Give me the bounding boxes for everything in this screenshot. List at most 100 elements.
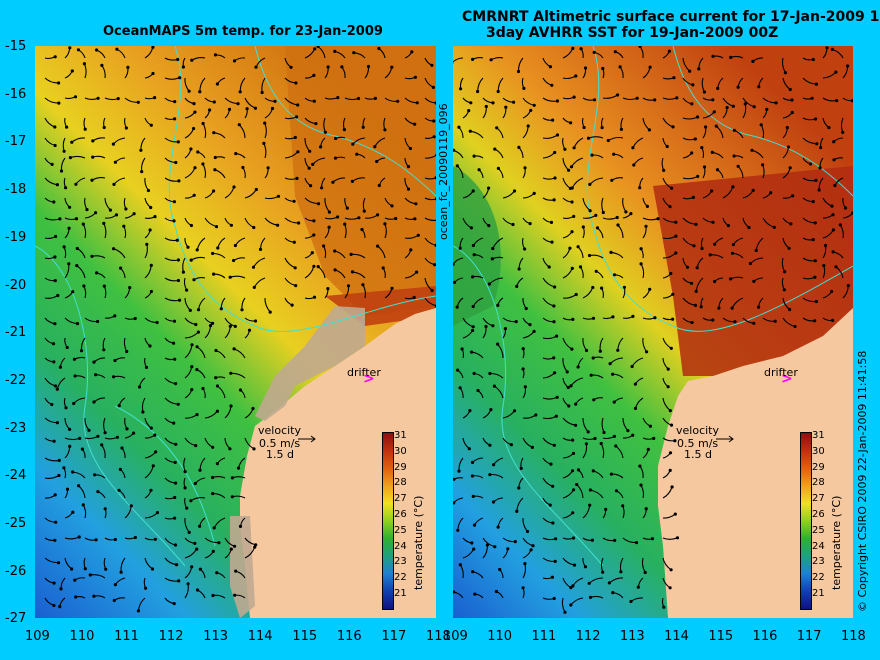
velocity-arrow-head [453, 280, 457, 284]
velocity-arrow-head [488, 443, 492, 447]
velocity-arrow-head [491, 500, 496, 504]
velocity-arrow-head [512, 100, 516, 104]
right-map-svg: > [453, 46, 853, 618]
velocity-arrow-head [68, 205, 72, 209]
velocity-arrow-head [77, 484, 81, 488]
lat-tick-label: -23 [5, 420, 27, 436]
velocity-arrow-head [704, 125, 708, 129]
velocity-arrow-head [195, 248, 199, 252]
velocity-arrow-head [174, 481, 178, 485]
velocity-arrow-head [669, 423, 674, 427]
velocity-arrow-head [532, 191, 536, 195]
lon-tick-label: 118 [426, 629, 451, 644]
velocity-arrow-head [309, 184, 313, 188]
velocity-arrow-head [670, 485, 674, 489]
velocity-arrow-head [513, 540, 517, 544]
velocity-arrow-head [571, 584, 575, 588]
velocity-arrow-head [149, 123, 153, 127]
velocity-arrow-head [495, 126, 499, 130]
velocity-arrow-head [72, 401, 76, 406]
velocity-arrow-head [668, 205, 672, 209]
velocity-arrow-head [456, 528, 460, 532]
velocity-arrow-head [373, 96, 377, 100]
velocity-arrow-head [638, 464, 642, 468]
velocity-arrow-head [196, 308, 201, 312]
velocity-arrow-head [53, 125, 57, 129]
right-map: > [453, 46, 853, 618]
velocity-arrow-head [258, 247, 263, 251]
velocity-arrow-head [563, 147, 567, 151]
velocity-arrow-head [552, 356, 556, 360]
lat-tick-label: -27 [5, 611, 27, 627]
velocity-arrow-head [714, 124, 718, 128]
velocity-arrow-head [567, 168, 571, 172]
velocity-arrow-head [517, 486, 521, 490]
velocity-arrow-head [234, 569, 238, 573]
velocity-arrow-head [476, 89, 480, 94]
velocity-arrow-head [252, 225, 256, 230]
lon-tick-label: 117 [796, 629, 822, 644]
velocity-arrow-head [150, 567, 155, 571]
velocity-arrow-head [646, 447, 650, 451]
velocity-arrow-head [458, 246, 462, 250]
colorbar-tick-label: 25 [394, 524, 407, 536]
velocity-arrow-head [645, 204, 649, 208]
velocity-arrow-head [326, 65, 330, 69]
velocity-arrow-head [555, 99, 559, 103]
velocity-arrow-head [75, 322, 80, 326]
velocity-arrow-head [611, 372, 615, 376]
velocity-arrow-head [594, 213, 598, 217]
velocity-arrow-head [472, 371, 476, 376]
velocity-arrow-head [552, 596, 556, 601]
velocity-arrow-head [470, 350, 474, 354]
velocity-arrow-head [62, 245, 66, 249]
velocity-arrow-head [153, 537, 157, 541]
velocity-arrow-head [630, 364, 634, 369]
velocity-arrow-head [648, 424, 652, 428]
velocity-arrow-head [230, 476, 234, 480]
velocity-arrow-head [818, 166, 822, 170]
velocity-arrow-head [582, 125, 586, 130]
velocity-arrow-head [667, 49, 671, 53]
velocity-arrow-head [82, 62, 86, 66]
velocity-arrow-head [469, 226, 473, 230]
velocity-arrow-head [644, 224, 648, 228]
velocity-arrow-head [694, 289, 698, 293]
velocity-arrow-head [621, 504, 625, 508]
velocity-arrow-head [489, 408, 493, 412]
velocity-arrow-head [666, 385, 670, 389]
velocity-arrow-head [434, 197, 436, 201]
velocity-arrow-head [752, 279, 756, 283]
velocity-arrow-head [406, 165, 411, 169]
lat-tick-label: -17 [5, 134, 27, 150]
velocity-arrow-head [843, 206, 848, 210]
velocity-arrow-head [432, 135, 436, 139]
velocity-arrow-head [588, 488, 592, 492]
velocity-arrow-head [128, 286, 132, 290]
velocity-arrow-head [832, 140, 836, 144]
velocity-arrow-head [504, 105, 508, 109]
velocity-arrow-head [638, 46, 642, 48]
velocity-arrow-head [65, 345, 69, 350]
velocity-arrow-head [761, 163, 765, 167]
velocity-arrow-head [414, 202, 418, 206]
lat-tick-label: -24 [5, 468, 27, 484]
velocity-arrow-head [471, 243, 475, 248]
velocity-arrow-head [136, 100, 140, 104]
velocity-arrow-head [453, 590, 456, 594]
velocity-arrow-head [334, 136, 338, 141]
velocity-arrow-head [743, 102, 747, 106]
velocity-arrow-head [834, 70, 838, 74]
velocity-arrow-head [52, 439, 56, 443]
velocity-arrow-head [273, 99, 277, 103]
velocity-arrow-head [319, 145, 323, 149]
velocity-arrow-head [613, 50, 617, 54]
velocity-arrow-head [153, 96, 157, 100]
colorbar-tick-label: 30 [812, 445, 825, 457]
velocity-arrow-head [653, 316, 657, 320]
velocity-arrow-head [589, 373, 593, 377]
velocity-arrow-head [696, 174, 700, 178]
velocity-arrow-head [292, 240, 296, 244]
velocity-arrow-head [534, 413, 538, 417]
velocity-arrow-head [67, 262, 71, 266]
